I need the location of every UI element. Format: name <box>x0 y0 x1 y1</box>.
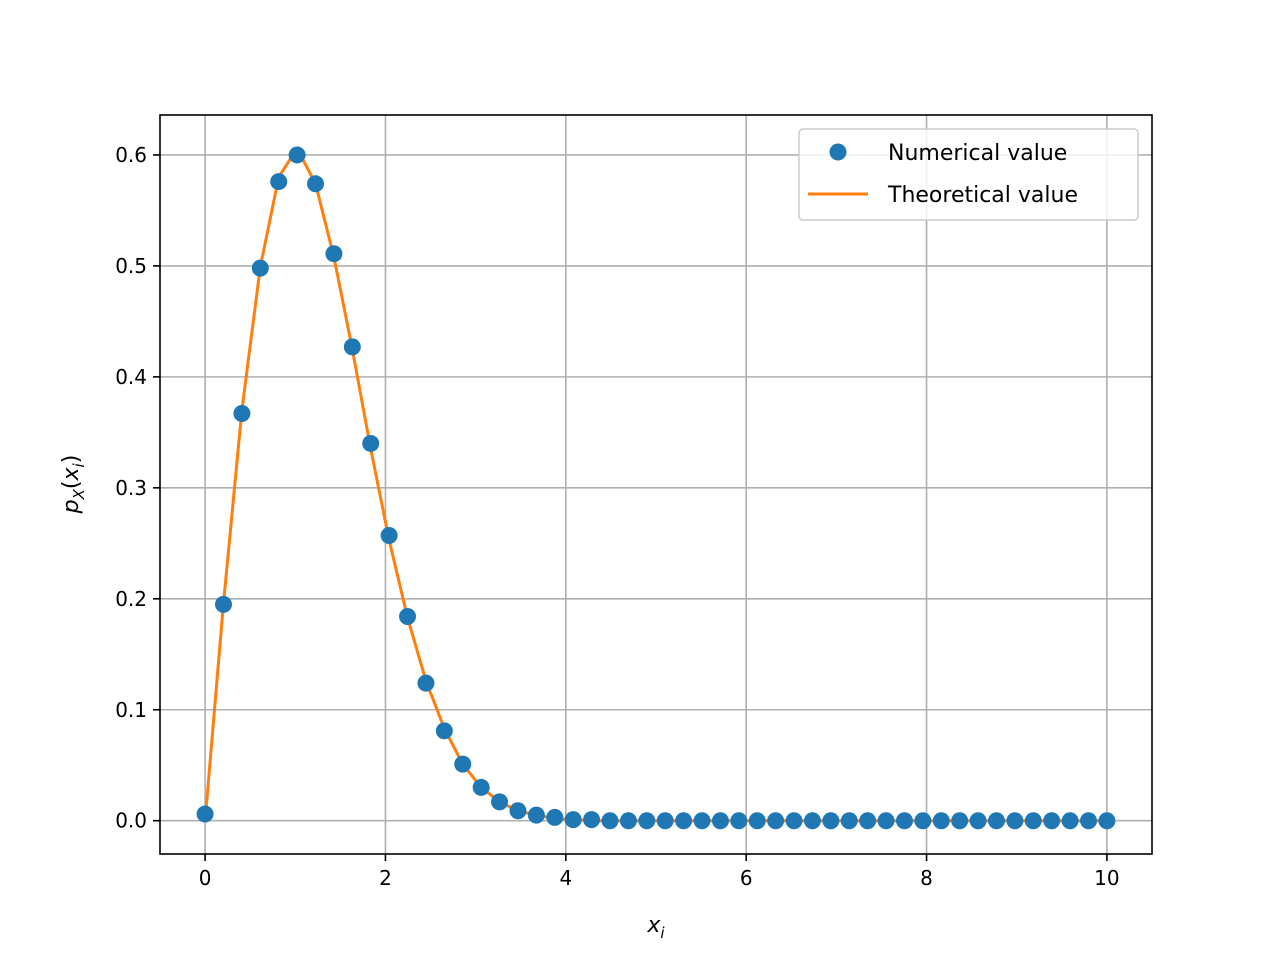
numerical-point <box>914 812 932 830</box>
axis-ticks: 0 2 4 6 8 10 0.0 0.1 0.2 0.3 0.4 0.5 0.6 <box>115 143 1119 890</box>
numerical-point <box>417 674 435 692</box>
x-tick-label: 6 <box>740 866 753 890</box>
x-tick-label: 0 <box>199 866 212 890</box>
numerical-point <box>1080 812 1097 830</box>
numerical-point <box>435 722 453 740</box>
numerical-point <box>546 808 564 826</box>
x-axis-label-sub: i <box>660 924 665 942</box>
numerical-point <box>270 173 288 191</box>
numerical-point <box>675 812 693 830</box>
numerical-point <box>472 778 490 796</box>
grid <box>160 115 1152 854</box>
numerical-point <box>196 805 214 823</box>
x-axis-label-main: x <box>646 913 661 938</box>
numerical-point <box>969 812 987 830</box>
y-axis-label-sub: X <box>70 488 88 500</box>
legend-label-theoretical: Theoretical value <box>887 183 1078 208</box>
numerical-point <box>583 811 601 829</box>
numerical-point <box>767 812 785 830</box>
numerical-point <box>491 793 509 811</box>
numerical-point <box>399 608 417 626</box>
numerical-point <box>1043 812 1061 830</box>
numerical-point <box>251 259 269 277</box>
numerical-point <box>877 812 895 830</box>
numerical-series <box>196 146 1116 830</box>
y-tick-label: 0.5 <box>115 254 147 278</box>
y-axis-label-open-paren: ( <box>59 480 84 489</box>
numerical-point <box>343 338 361 356</box>
y-axis-label: pX(xi) <box>59 455 88 515</box>
numerical-point <box>693 812 711 830</box>
numerical-point <box>564 811 582 829</box>
numerical-point <box>380 527 398 545</box>
y-tick-label: 0.1 <box>115 698 147 722</box>
numerical-point <box>840 812 858 830</box>
numerical-point <box>1098 812 1116 830</box>
numerical-point <box>859 812 877 830</box>
numerical-point <box>288 146 306 164</box>
x-tick-label: 4 <box>559 866 572 890</box>
numerical-point <box>1024 812 1042 830</box>
legend: Numerical value Theoretical value <box>798 128 1139 221</box>
y-tick-label: 0.3 <box>115 476 147 500</box>
y-tick-label: 0.2 <box>115 587 147 611</box>
numerical-point <box>711 812 729 830</box>
x-tick-label: 8 <box>920 866 933 890</box>
plot-frame <box>159 114 1153 855</box>
x-axis-label: xi <box>646 913 665 942</box>
numerical-point <box>895 812 913 830</box>
legend-marker-numerical <box>829 143 847 161</box>
numerical-point <box>822 812 840 830</box>
numerical-point <box>362 434 380 452</box>
numerical-point <box>1061 812 1079 830</box>
numerical-point <box>509 802 527 820</box>
numerical-point <box>987 812 1005 830</box>
numerical-point <box>1006 812 1024 830</box>
numerical-point <box>233 404 251 422</box>
numerical-point <box>730 812 748 830</box>
y-tick-label: 0.6 <box>115 143 147 167</box>
numerical-point <box>932 812 950 830</box>
legend-frame <box>798 128 1139 221</box>
y-tick-label: 0.0 <box>115 809 147 833</box>
x-tick-label: 2 <box>379 866 392 890</box>
numerical-point <box>638 812 656 830</box>
numerical-point <box>215 595 232 613</box>
y-axis-label-arg-sub: i <box>70 462 88 467</box>
numerical-point <box>656 812 674 830</box>
numerical-point <box>951 812 969 830</box>
x-tick-label: 10 <box>1094 866 1119 890</box>
legend-label-numerical: Numerical value <box>888 141 1067 166</box>
y-axis-label-main: p <box>59 499 84 514</box>
y-axis-label-arg: x <box>59 466 84 481</box>
numerical-point <box>601 812 619 830</box>
numerical-point <box>307 175 325 193</box>
numerical-point <box>748 812 766 830</box>
numerical-point <box>619 812 637 830</box>
y-axis-label-close-paren: ) <box>59 455 84 464</box>
numerical-point <box>527 806 545 824</box>
y-tick-label: 0.4 <box>115 365 147 389</box>
numerical-point <box>454 755 472 773</box>
numerical-point <box>803 812 821 830</box>
numerical-point <box>785 812 803 830</box>
numerical-point <box>325 245 343 263</box>
